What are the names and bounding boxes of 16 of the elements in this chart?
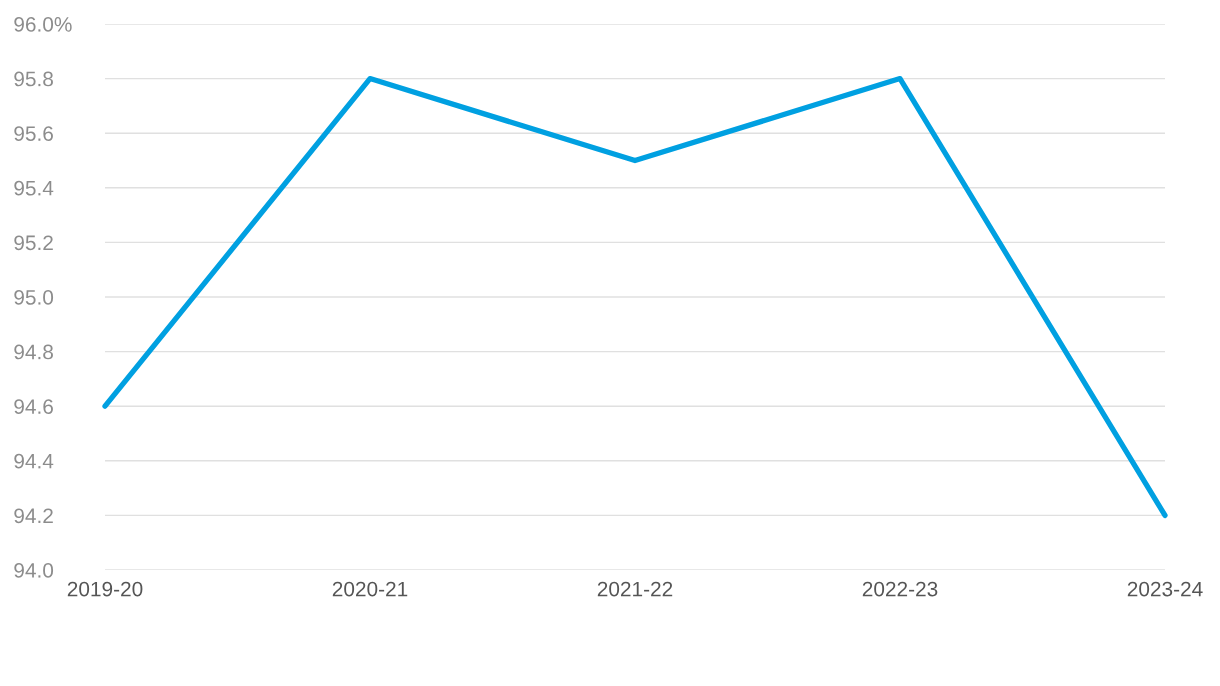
y-tick-label: 95.6	[14, 126, 53, 141]
y-tick-label: 94.8	[14, 344, 53, 360]
x-tick-label: 2020-21	[332, 581, 408, 597]
y-tick-label: 95.0	[14, 290, 54, 305]
x-tick-label: 2021-22	[597, 581, 673, 597]
y-tick-label: 94.0	[14, 563, 54, 578]
y-tick-label: 94.6	[14, 399, 53, 414]
y-tick-label: 95.4	[14, 180, 54, 196]
x-tick-label: 2019-20	[67, 581, 143, 597]
x-tick-label: 2023-24	[1127, 581, 1203, 597]
y-tick-label: 95.2	[14, 235, 53, 251]
y-tick-label: 96.0%	[14, 17, 72, 32]
y-tick-label: 94.2	[14, 508, 53, 524]
x-tick-label: 2022-23	[862, 581, 938, 597]
y-tick-label: 94.4	[14, 453, 54, 469]
y-tick-label: 95.8	[14, 71, 53, 87]
